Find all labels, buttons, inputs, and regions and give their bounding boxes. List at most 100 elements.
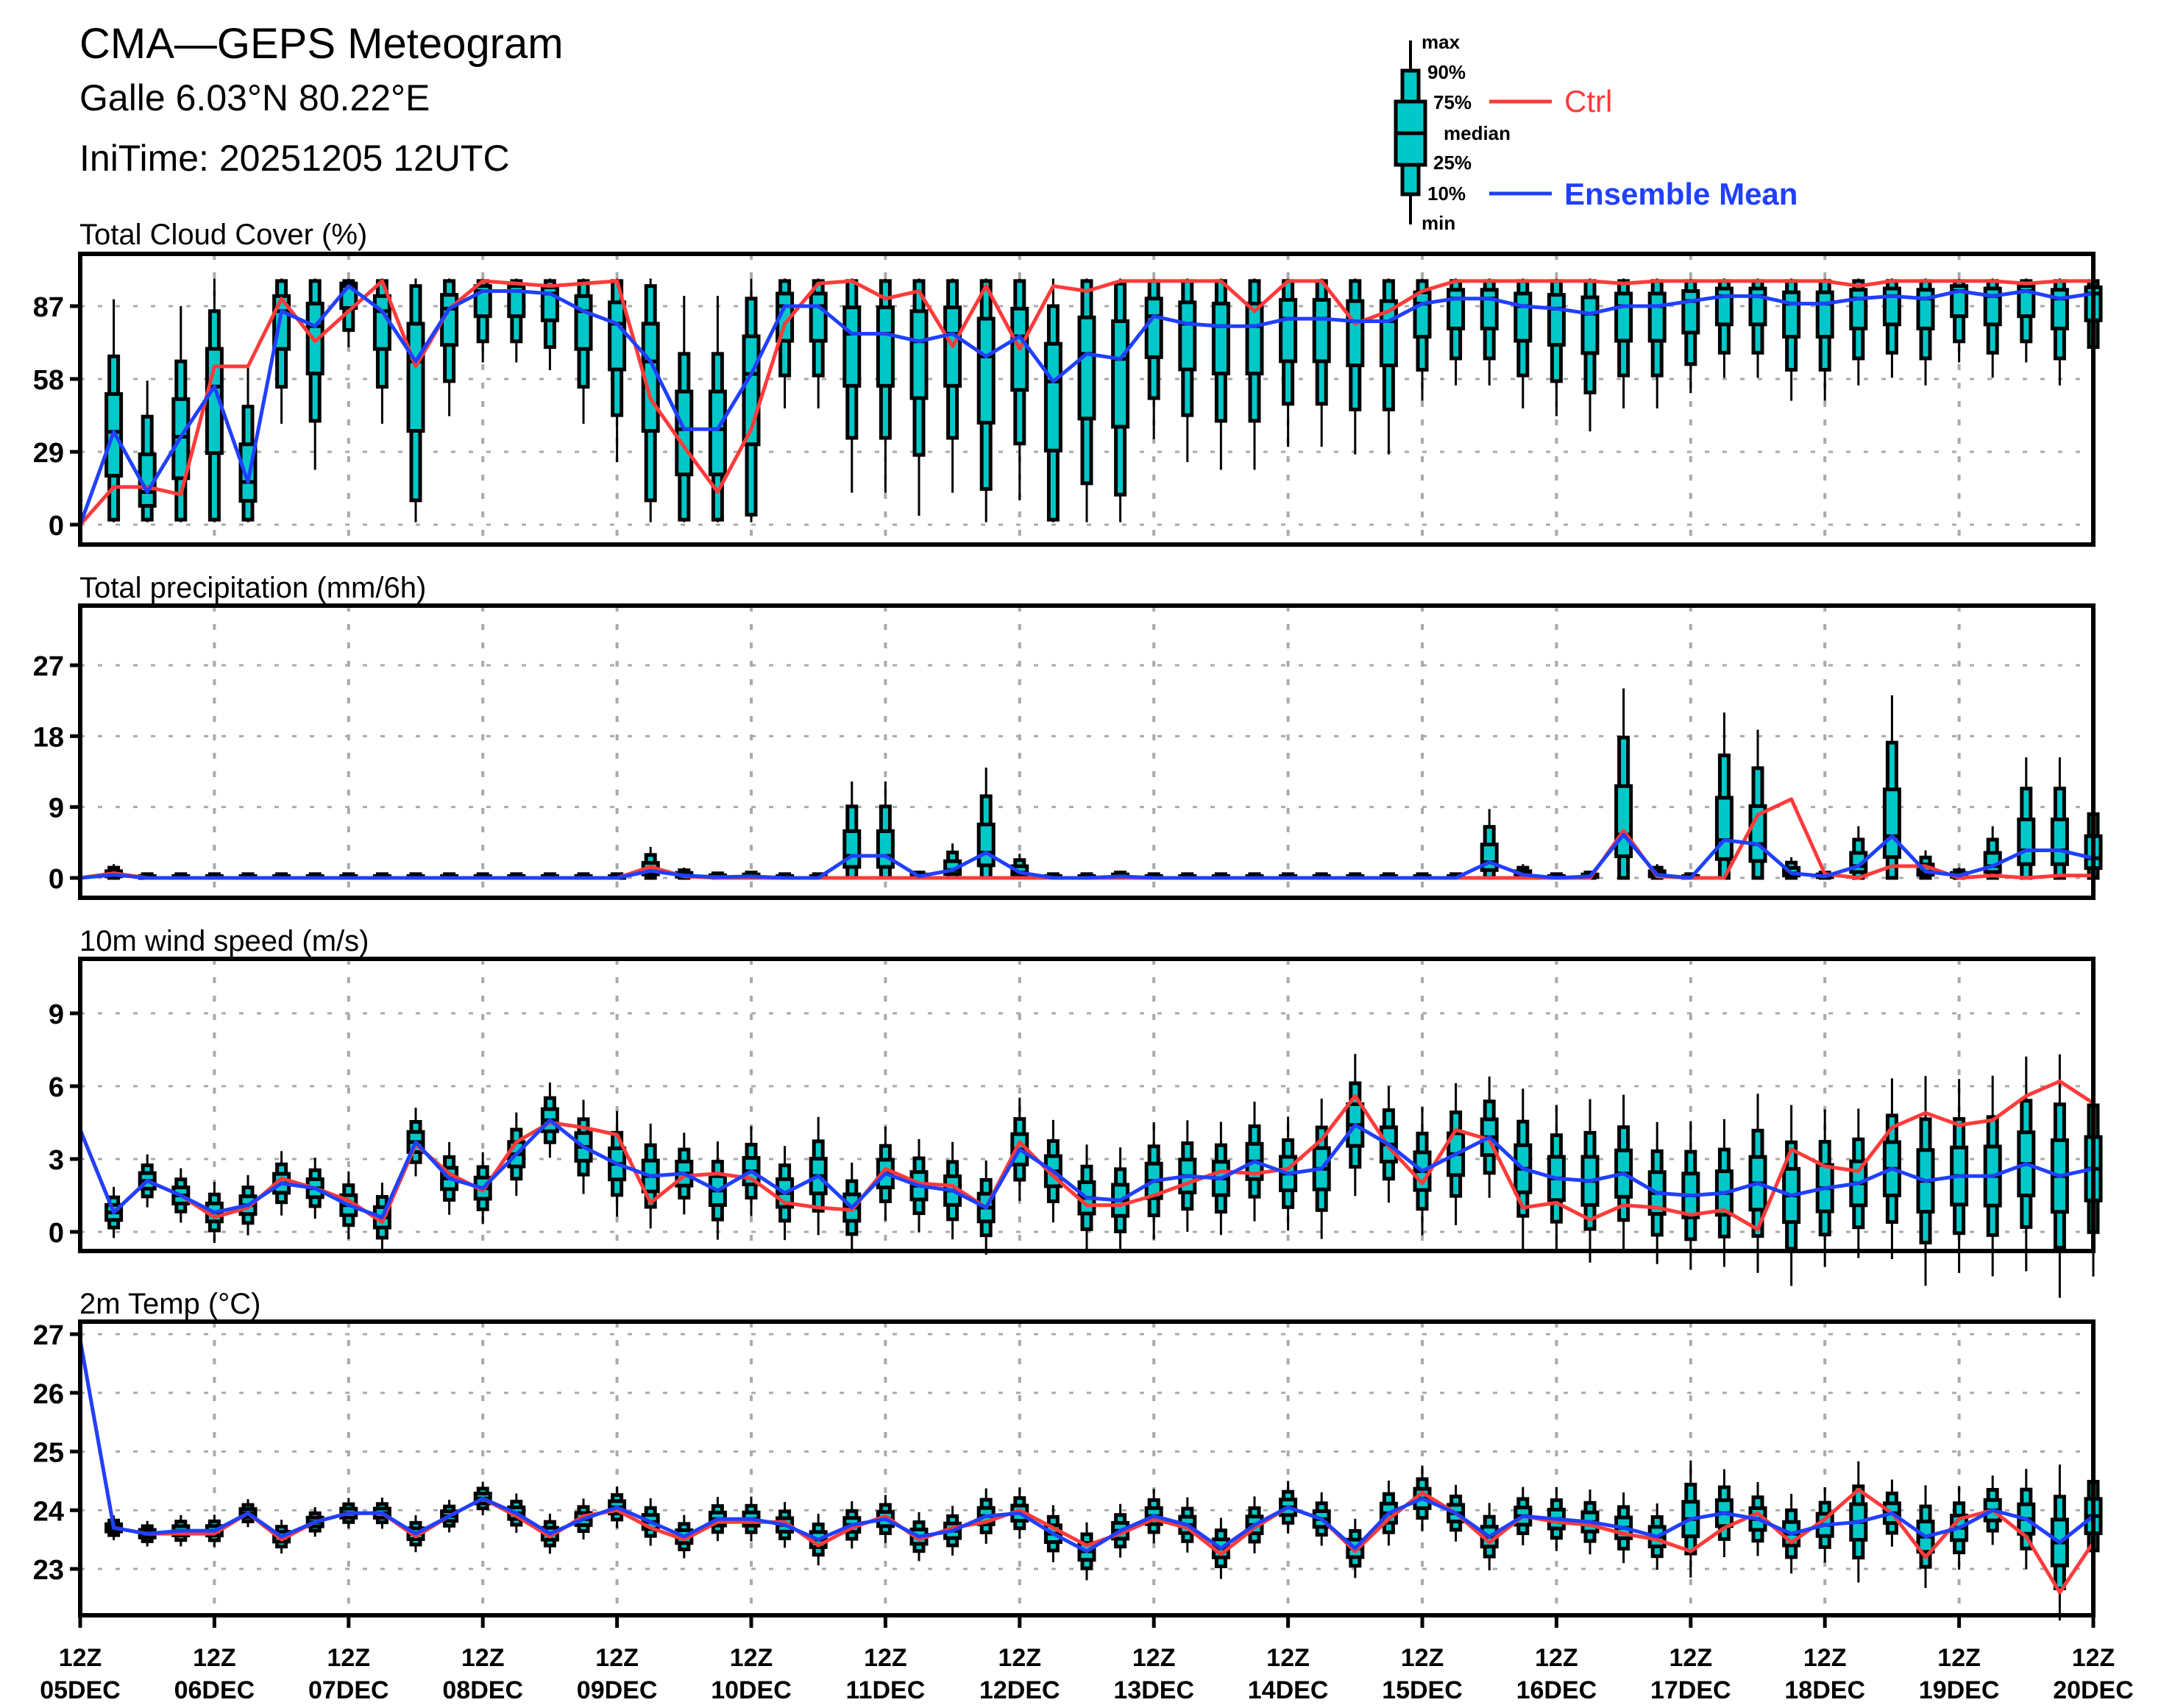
box-cloud-36 — [1279, 278, 1298, 447]
box-cloud-22 — [809, 278, 828, 409]
box-inner — [1882, 787, 1901, 860]
box-inner — [406, 322, 425, 433]
box-inner — [1514, 291, 1533, 343]
box-cloud-3 — [171, 305, 191, 522]
y-tick-label: 3 — [49, 1145, 64, 1176]
y-tick-label: 0 — [49, 511, 64, 542]
x-tick-date: 09DEC — [577, 1676, 658, 1704]
box-inner — [608, 300, 627, 372]
box-cloud-52 — [1815, 278, 1834, 401]
box-cloud-26 — [943, 278, 962, 493]
box-inner — [708, 389, 727, 477]
x-tick-date: 05DEC — [40, 1676, 121, 1704]
box-cloud-55 — [1916, 278, 1935, 386]
box-inner — [809, 291, 828, 343]
box-inner — [1849, 288, 1868, 330]
box-cloud-27 — [976, 278, 996, 522]
y-tick-label: 25 — [33, 1438, 64, 1469]
panel-title-temp: 2m Temp (°C) — [79, 1288, 260, 1320]
y-tick-label: 18 — [33, 722, 64, 753]
box-precip-42 — [1480, 809, 1499, 880]
box-cloud-33 — [1178, 278, 1197, 462]
box-inner — [1714, 286, 1734, 327]
box-cloud-19 — [708, 296, 727, 522]
x-tick-hour: 12Z — [1937, 1644, 1981, 1672]
box-cloud-38 — [1346, 278, 1365, 455]
x-tick-hour: 12Z — [1266, 1644, 1310, 1672]
x-tick-date: 11DEC — [846, 1676, 926, 1704]
box-precip-27 — [976, 768, 996, 880]
box-inner — [976, 316, 996, 425]
panel-title-precip: Total precipitation (mm/6h) — [79, 572, 426, 604]
box-cloud-30 — [1077, 278, 1096, 522]
y-tick-label: 27 — [33, 1320, 64, 1351]
box-inner — [1815, 290, 1834, 339]
box-cloud-47 — [1647, 278, 1667, 409]
box-cloud-24 — [876, 278, 895, 493]
box-temp-11 — [440, 1499, 459, 1533]
box-inner — [372, 294, 391, 351]
box-cloud-16 — [608, 278, 627, 462]
box-inner — [1144, 297, 1163, 359]
box-inner — [1043, 341, 1062, 453]
box-inner — [507, 284, 526, 319]
box-inner — [1614, 291, 1633, 343]
box-inner — [1346, 299, 1365, 367]
y-tick-label: 0 — [49, 1218, 64, 1249]
box-cloud-32 — [1144, 278, 1163, 439]
box-inner — [909, 309, 929, 400]
legend: max 90% 75% median 25% 10% min Ctrl Ense… — [1394, 31, 1798, 234]
x-tick-hour: 12Z — [59, 1644, 102, 1672]
box-inner — [842, 829, 862, 869]
box-inner — [1547, 293, 1566, 347]
mean-line-cloud — [78, 284, 2094, 525]
y-tick-label: 27 — [33, 651, 64, 682]
plot-frame-precip — [78, 603, 2096, 900]
x-tick-hour: 12Z — [864, 1644, 907, 1672]
box-cloud-7 — [305, 278, 324, 470]
x-tick-hour: 12Z — [595, 1644, 639, 1672]
box-cloud-11 — [440, 278, 459, 417]
panel-wind: 10m wind speed (m/s) 0 3 6 9 — [49, 925, 2103, 1298]
x-tick-date: 07DEC — [308, 1676, 389, 1704]
x-tick-hour: 12Z — [327, 1644, 371, 1672]
box-precip-24 — [876, 781, 895, 880]
box-cloud-23 — [842, 278, 862, 493]
x-tick-date: 08DEC — [442, 1676, 523, 1704]
box-inner — [1178, 300, 1197, 372]
box-inner — [1211, 302, 1230, 376]
box-cloud-34 — [1211, 278, 1230, 470]
x-tick-hour: 12Z — [998, 1644, 1042, 1672]
box-cloud-10 — [406, 278, 425, 522]
x-tick-date: 20DEC — [2053, 1676, 2134, 1704]
mean-line-wind — [78, 1118, 2094, 1219]
box-cloud-20 — [742, 278, 761, 522]
box-precip-50 — [1748, 729, 1767, 880]
box-cloud-39 — [1379, 278, 1398, 455]
box-inner — [1714, 795, 1734, 861]
box-cloud-18 — [675, 296, 694, 522]
x-tick-hour: 12Z — [1669, 1644, 1713, 1672]
box-cloud-41 — [1447, 278, 1466, 386]
plot-frame-cloud — [78, 252, 2096, 547]
x-tick-hour: 12Z — [1401, 1644, 1444, 1672]
box-inner — [1882, 286, 1901, 327]
box-cloud-54 — [1882, 278, 1901, 378]
box-inner — [876, 829, 895, 869]
x-axis: 12Z 05DEC 12Z 06DEC 12Z 07DEC 12Z 08DEC 12Z 09DEC… — [40, 1615, 2134, 1704]
mean-line-precip — [79, 832, 2094, 880]
box-cloud-59 — [2050, 278, 2069, 386]
x-tick-hour: 12Z — [461, 1644, 505, 1672]
box-inner — [1379, 299, 1398, 367]
box-cloud-53 — [1849, 278, 1868, 386]
box-cloud-15 — [574, 278, 593, 424]
box-inner — [1447, 288, 1466, 330]
box-cloud-40 — [1413, 278, 1432, 401]
x-tick-date: 15DEC — [1382, 1676, 1463, 1704]
legend-p75: 75% — [1433, 91, 1472, 113]
box-precip-57 — [1983, 826, 2002, 880]
box-inner — [1312, 297, 1331, 364]
box-inner — [876, 305, 895, 388]
mean-line-temp — [78, 1339, 2095, 1553]
